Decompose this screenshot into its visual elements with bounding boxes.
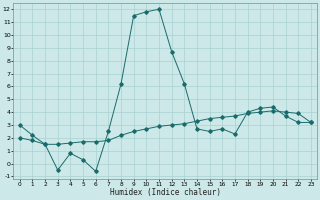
X-axis label: Humidex (Indice chaleur): Humidex (Indice chaleur): [110, 188, 221, 197]
